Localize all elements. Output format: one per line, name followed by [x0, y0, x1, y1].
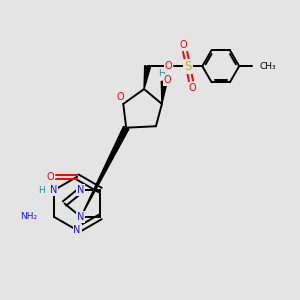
- Text: O: O: [180, 40, 188, 50]
- Text: S: S: [184, 60, 192, 73]
- Polygon shape: [161, 81, 167, 104]
- Text: N: N: [74, 225, 81, 235]
- Text: O: O: [189, 82, 196, 93]
- Text: O: O: [164, 75, 171, 85]
- Text: N: N: [77, 212, 85, 222]
- Polygon shape: [144, 66, 151, 89]
- Polygon shape: [81, 126, 129, 217]
- Text: CH₃: CH₃: [260, 62, 277, 71]
- Text: O: O: [116, 92, 124, 101]
- Text: N: N: [50, 185, 58, 195]
- Text: H: H: [38, 186, 45, 195]
- Text: N: N: [77, 185, 85, 195]
- Text: O: O: [165, 61, 172, 71]
- Text: NH₂: NH₂: [20, 212, 38, 221]
- Text: H: H: [158, 69, 165, 78]
- Text: O: O: [46, 172, 54, 182]
